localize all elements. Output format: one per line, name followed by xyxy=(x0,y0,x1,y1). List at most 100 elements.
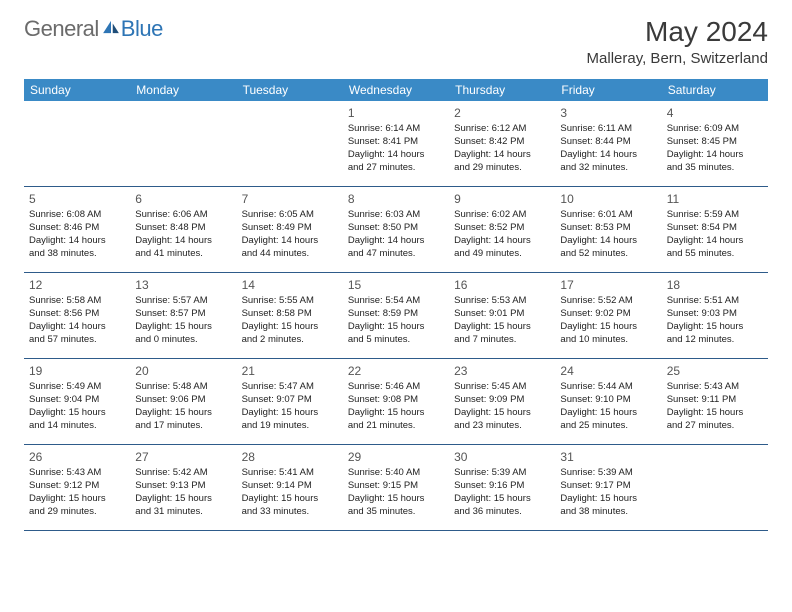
calendar-day-cell: 18Sunrise: 5:51 AMSunset: 9:03 PMDayligh… xyxy=(662,273,768,358)
day-number: 9 xyxy=(454,191,550,207)
day-number: 21 xyxy=(242,363,338,379)
day-number: 8 xyxy=(348,191,444,207)
daylight-text: and 38 minutes. xyxy=(29,248,125,261)
sunset-text: Sunset: 9:07 PM xyxy=(242,394,338,407)
daylight-text: and 57 minutes. xyxy=(29,334,125,347)
daylight-text: Daylight: 14 hours xyxy=(667,149,763,162)
sunset-text: Sunset: 8:58 PM xyxy=(242,308,338,321)
day-number: 27 xyxy=(135,449,231,465)
daylight-text: Daylight: 15 hours xyxy=(454,493,550,506)
calendar-day-cell: 10Sunrise: 6:01 AMSunset: 8:53 PMDayligh… xyxy=(555,187,661,272)
calendar-day-cell: 31Sunrise: 5:39 AMSunset: 9:17 PMDayligh… xyxy=(555,445,661,530)
day-number: 14 xyxy=(242,277,338,293)
calendar-day-cell: 26Sunrise: 5:43 AMSunset: 9:12 PMDayligh… xyxy=(24,445,130,530)
sunrise-text: Sunrise: 5:54 AM xyxy=(348,295,444,308)
day-number: 28 xyxy=(242,449,338,465)
daylight-text: Daylight: 14 hours xyxy=(29,321,125,334)
day-number: 10 xyxy=(560,191,656,207)
calendar-empty-cell xyxy=(237,101,343,186)
day-header: Monday xyxy=(130,79,236,101)
sunrise-text: Sunrise: 5:43 AM xyxy=(29,467,125,480)
calendar-empty-cell xyxy=(130,101,236,186)
sunrise-text: Sunrise: 5:39 AM xyxy=(560,467,656,480)
day-number: 17 xyxy=(560,277,656,293)
day-header: Sunday xyxy=(24,79,130,101)
sunrise-text: Sunrise: 5:59 AM xyxy=(667,209,763,222)
daylight-text: Daylight: 14 hours xyxy=(135,235,231,248)
day-header: Wednesday xyxy=(343,79,449,101)
daylight-text: Daylight: 15 hours xyxy=(348,493,444,506)
calendar-day-cell: 7 Sunrise: 6:05 AMSunset: 8:49 PMDaylight… xyxy=(237,187,343,272)
daylight-text: and 2 minutes. xyxy=(242,334,338,347)
daylight-text: Daylight: 15 hours xyxy=(454,407,550,420)
sunset-text: Sunset: 9:17 PM xyxy=(560,480,656,493)
calendar-day-cell: 15Sunrise: 5:54 AMSunset: 8:59 PMDayligh… xyxy=(343,273,449,358)
daylight-text: and 35 minutes. xyxy=(348,506,444,519)
day-number: 4 xyxy=(667,105,763,121)
day-number: 24 xyxy=(560,363,656,379)
sunrise-text: Sunrise: 5:48 AM xyxy=(135,381,231,394)
sunrise-text: Sunrise: 6:05 AM xyxy=(242,209,338,222)
calendar-week-row: 1Sunrise: 6:14 AMSunset: 8:41 PMDaylight… xyxy=(24,101,768,187)
daylight-text: and 38 minutes. xyxy=(560,506,656,519)
brand-part2: Blue xyxy=(121,16,163,42)
daylight-text: and 33 minutes. xyxy=(242,506,338,519)
calendar-week-row: 19Sunrise: 5:49 AMSunset: 9:04 PMDayligh… xyxy=(24,359,768,445)
daylight-text: and 55 minutes. xyxy=(667,248,763,261)
sunrise-text: Sunrise: 5:46 AM xyxy=(348,381,444,394)
sunset-text: Sunset: 8:42 PM xyxy=(454,136,550,149)
daylight-text: and 10 minutes. xyxy=(560,334,656,347)
location-text: Malleray, Bern, Switzerland xyxy=(587,50,768,67)
sunset-text: Sunset: 8:53 PM xyxy=(560,222,656,235)
daylight-text: and 14 minutes. xyxy=(29,420,125,433)
sunset-text: Sunset: 9:10 PM xyxy=(560,394,656,407)
daylight-text: Daylight: 14 hours xyxy=(454,149,550,162)
daylight-text: Daylight: 14 hours xyxy=(560,149,656,162)
calendar-day-cell: 16Sunrise: 5:53 AMSunset: 9:01 PMDayligh… xyxy=(449,273,555,358)
sunset-text: Sunset: 8:41 PM xyxy=(348,136,444,149)
calendar-day-cell: 1Sunrise: 6:14 AMSunset: 8:41 PMDaylight… xyxy=(343,101,449,186)
calendar-day-cell: 13Sunrise: 5:57 AMSunset: 8:57 PMDayligh… xyxy=(130,273,236,358)
sunrise-text: Sunrise: 6:09 AM xyxy=(667,123,763,136)
calendar-day-cell: 27Sunrise: 5:42 AMSunset: 9:13 PMDayligh… xyxy=(130,445,236,530)
day-number: 18 xyxy=(667,277,763,293)
calendar-day-cell: 22Sunrise: 5:46 AMSunset: 9:08 PMDayligh… xyxy=(343,359,449,444)
daylight-text: and 17 minutes. xyxy=(135,420,231,433)
calendar-day-cell: 20Sunrise: 5:48 AMSunset: 9:06 PMDayligh… xyxy=(130,359,236,444)
day-number: 7 xyxy=(242,191,338,207)
calendar-day-cell: 8Sunrise: 6:03 AMSunset: 8:50 PMDaylight… xyxy=(343,187,449,272)
sunrise-text: Sunrise: 5:51 AM xyxy=(667,295,763,308)
daylight-text: Daylight: 15 hours xyxy=(242,321,338,334)
daylight-text: and 7 minutes. xyxy=(454,334,550,347)
sunset-text: Sunset: 9:15 PM xyxy=(348,480,444,493)
daylight-text: and 23 minutes. xyxy=(454,420,550,433)
calendar-day-cell: 6Sunrise: 6:06 AMSunset: 8:48 PMDaylight… xyxy=(130,187,236,272)
sunset-text: Sunset: 8:49 PM xyxy=(242,222,338,235)
sunset-text: Sunset: 9:01 PM xyxy=(454,308,550,321)
calendar-day-cell: 14Sunrise: 5:55 AMSunset: 8:58 PMDayligh… xyxy=(237,273,343,358)
daylight-text: Daylight: 15 hours xyxy=(560,407,656,420)
day-number: 3 xyxy=(560,105,656,121)
calendar-empty-cell xyxy=(24,101,130,186)
calendar-day-cell: 21Sunrise: 5:47 AMSunset: 9:07 PMDayligh… xyxy=(237,359,343,444)
sunset-text: Sunset: 8:59 PM xyxy=(348,308,444,321)
day-header: Saturday xyxy=(662,79,768,101)
day-number: 22 xyxy=(348,363,444,379)
daylight-text: Daylight: 14 hours xyxy=(242,235,338,248)
calendar-empty-cell xyxy=(662,445,768,530)
sunrise-text: Sunrise: 5:49 AM xyxy=(29,381,125,394)
daylight-text: and 21 minutes. xyxy=(348,420,444,433)
calendar-day-cell: 11Sunrise: 5:59 AMSunset: 8:54 PMDayligh… xyxy=(662,187,768,272)
daylight-text: Daylight: 14 hours xyxy=(29,235,125,248)
daylight-text: and 35 minutes. xyxy=(667,162,763,175)
sunrise-text: Sunrise: 5:47 AM xyxy=(242,381,338,394)
sunrise-text: Sunrise: 5:43 AM xyxy=(667,381,763,394)
day-number: 16 xyxy=(454,277,550,293)
calendar-day-cell: 23Sunrise: 5:45 AMSunset: 9:09 PMDayligh… xyxy=(449,359,555,444)
calendar-day-cell: 19Sunrise: 5:49 AMSunset: 9:04 PMDayligh… xyxy=(24,359,130,444)
calendar-day-cell: 5Sunrise: 6:08 AMSunset: 8:46 PMDaylight… xyxy=(24,187,130,272)
day-number: 20 xyxy=(135,363,231,379)
sunset-text: Sunset: 8:46 PM xyxy=(29,222,125,235)
sunset-text: Sunset: 9:11 PM xyxy=(667,394,763,407)
day-header: Thursday xyxy=(449,79,555,101)
